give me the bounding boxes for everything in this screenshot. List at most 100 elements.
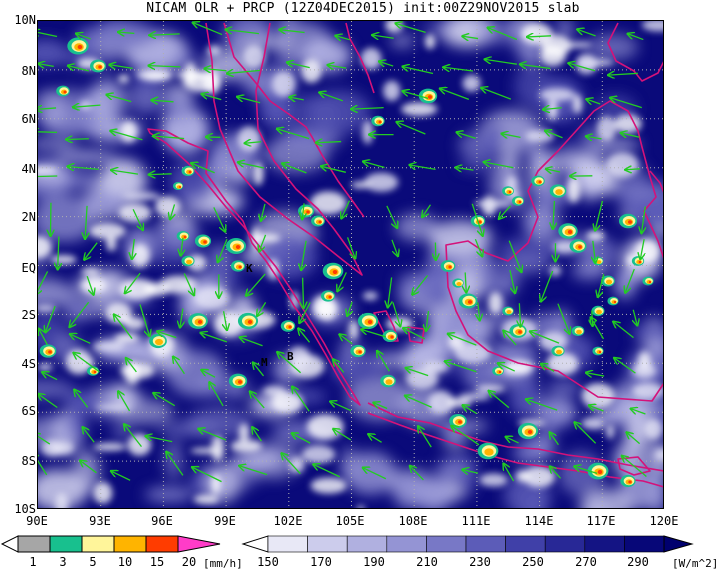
wind-vector [202, 370, 216, 378]
borneo-coastline [445, 100, 663, 402]
wind-vector [625, 268, 635, 292]
wind-vector [426, 310, 428, 331]
precip-cell [225, 237, 247, 255]
precip-cell [458, 293, 478, 309]
wind-vector [569, 63, 596, 72]
wind-vector [377, 351, 390, 372]
wind-vector [118, 392, 131, 412]
wind-vector [224, 311, 227, 330]
precip-cell [56, 85, 70, 97]
wind-vector [452, 426, 480, 446]
wind-vector [199, 429, 227, 441]
wind-vector [38, 453, 48, 476]
olr-bright-cloud [289, 456, 305, 474]
wind-vector [481, 88, 512, 100]
wind-vector [107, 95, 132, 103]
wind-vector [410, 165, 436, 171]
wind-vector [146, 436, 173, 443]
precip-cell [194, 234, 212, 248]
olr-bright-cloud [540, 44, 566, 67]
wind-vector [406, 368, 429, 377]
wind-vector [340, 334, 353, 345]
olr-bright-cloud [301, 59, 322, 83]
olr-bright-cloud [237, 126, 261, 152]
wind-vector [631, 409, 646, 414]
sumatra-coastline [147, 128, 361, 406]
map-panel [37, 20, 664, 509]
wind-vector [287, 62, 310, 69]
precip-cell [371, 115, 385, 127]
olr-bright-cloud [129, 243, 150, 268]
wind-vector [484, 162, 514, 169]
olr-cloud-blob [441, 433, 467, 447]
wind-vector [240, 337, 263, 347]
wind-vector [150, 34, 180, 35]
y-label-8s: 8S [21, 454, 36, 468]
java-coastline [367, 402, 663, 472]
wind-vector [545, 131, 563, 139]
olr-unit: [W/m^2] [672, 557, 719, 570]
olr-cloud-blob [585, 138, 641, 153]
olr-bright-cloud [405, 368, 439, 390]
olr-bright-cloud [95, 404, 133, 411]
olr-cloud-blob [558, 451, 604, 496]
precip-cell [382, 330, 398, 342]
wind-vector [392, 302, 400, 326]
wind-vector [403, 91, 429, 99]
y-label-6n: 6N [21, 112, 36, 126]
wind-vector [391, 239, 398, 256]
colorbars [0, 535, 694, 553]
wind-vector [440, 89, 470, 101]
wind-vector [74, 353, 100, 373]
olr-bright-cloud [547, 99, 558, 121]
wind-vector [508, 240, 521, 272]
olr-bright-cloud [194, 287, 230, 310]
wind-vector [166, 452, 184, 476]
wind-vector [346, 237, 356, 258]
olr-bright-cloud [567, 177, 581, 203]
precip-cell [297, 204, 315, 218]
y-label-2n: 2N [21, 210, 36, 224]
olr-cloud-blob [85, 190, 128, 211]
wind-vector [337, 272, 347, 291]
wind-vector [589, 405, 604, 412]
olr-cb-swatch [386, 535, 427, 553]
olr-cloud-blob [167, 350, 226, 397]
wind-vector [277, 129, 310, 140]
wind-vector [595, 200, 604, 230]
precip-cell [418, 88, 438, 104]
wind-vector [298, 329, 311, 343]
wind-vector [73, 105, 101, 107]
wind-vector [42, 372, 58, 381]
wind-vector [498, 363, 516, 372]
olr-cloud-blob [484, 119, 503, 157]
precip-cell [620, 474, 636, 488]
olr-bright-cloud [606, 424, 615, 439]
olr-bright-cloud [654, 449, 663, 461]
olr-bright-cloud [301, 445, 336, 464]
olr-bright-cloud [309, 191, 347, 215]
wind-vector [209, 382, 224, 407]
olr-cloud-blob [169, 159, 215, 207]
olr-cb-swatch [307, 535, 348, 553]
olr-cloud-blob [144, 487, 194, 502]
wind-vector [114, 315, 133, 340]
olr-bright-cloud [287, 346, 311, 368]
olr-cloud-blob [579, 488, 633, 508]
wind-vector [368, 434, 382, 443]
olr-cloud-blob [89, 78, 126, 122]
precip-cell [531, 175, 545, 187]
wind-vector [282, 164, 307, 174]
precip-cb-label-5: 5 [89, 555, 97, 569]
olr-cb-swatch [267, 535, 308, 553]
precip-cell [322, 262, 344, 280]
olr-bright-cloud [89, 223, 126, 240]
wind-vector [530, 332, 560, 344]
olr-cloud-blob [241, 66, 278, 96]
wind-vector [586, 136, 602, 138]
wind-vector [227, 70, 261, 73]
wind-vector [351, 108, 384, 109]
wind-vector [478, 302, 480, 320]
wind-vector [257, 302, 267, 315]
precip-cell [492, 366, 504, 376]
